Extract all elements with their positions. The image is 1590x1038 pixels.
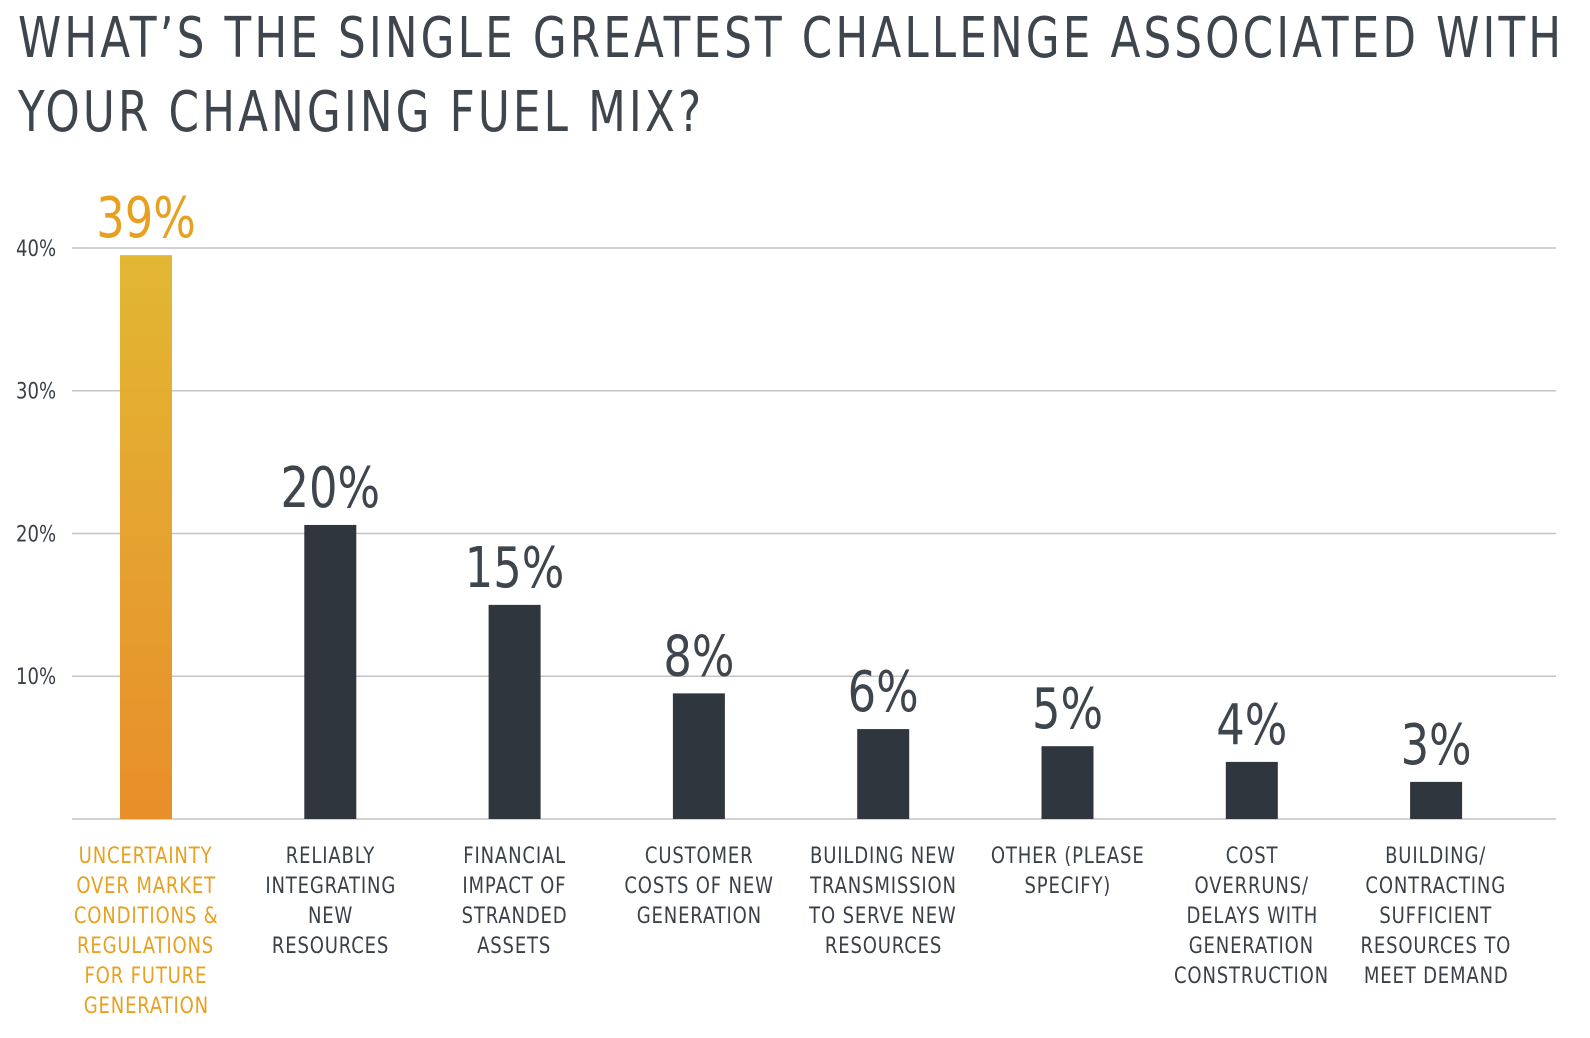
category-label-line: CUSTOMER <box>644 844 754 869</box>
category-label-line: RELIABLY <box>285 844 375 869</box>
value-label: 39% <box>96 185 196 250</box>
bar <box>304 524 357 819</box>
bar <box>120 255 172 819</box>
value-label: 3% <box>1401 712 1472 777</box>
category-label-line: SUFFICIENT <box>1379 904 1493 929</box>
category-label-line: REGULATIONS <box>77 934 215 959</box>
category-label: BUILDING NEW TRANSMISSION TO SERVE NEW RESO… <box>788 842 978 962</box>
category-label-line: GENERATION <box>1189 934 1315 959</box>
value-label: 15% <box>465 535 565 600</box>
bar <box>672 693 725 819</box>
category-label-line: OVERRUNS/ <box>1194 874 1309 899</box>
bars <box>120 255 1463 819</box>
category-label-line: TRANSMISSION <box>809 874 957 899</box>
category-label-line: CONDITIONS & <box>73 904 219 929</box>
value-label: 4% <box>1216 692 1287 757</box>
category-label-line: IMPACT OF <box>462 874 567 899</box>
value-label: 5% <box>1032 676 1103 741</box>
category-label-line: NEW <box>307 904 353 929</box>
bar <box>1225 761 1278 819</box>
category-label: OTHER (PLEASE SPECIFY) <box>973 842 1163 902</box>
category-label-line: GENERATION <box>636 904 762 929</box>
y-tick-label: 30% <box>16 378 56 404</box>
category-label-line: UNCERTAINTY <box>79 844 213 869</box>
category-label-line: SPECIFY) <box>1024 874 1111 899</box>
category-label-line: MEET DEMAND <box>1363 964 1509 989</box>
category-label-line: STRANDED <box>461 904 568 929</box>
chart-title-line-2: YOUR CHANGING FUEL MIX? <box>18 80 705 145</box>
category-label-line: RESOURCES TO <box>1360 934 1512 959</box>
y-tick-label: 40% <box>16 235 56 261</box>
category-label-line: FINANCIAL <box>463 844 566 869</box>
value-labels: 39% 20% 15% 8% 6% 5% 4% 3% <box>96 185 1471 777</box>
category-label-line: COST <box>1225 844 1279 869</box>
gridlines <box>72 247 1556 820</box>
category-label-line: COSTS OF NEW <box>624 874 774 899</box>
category-label-line: OTHER (PLEASE <box>990 844 1145 869</box>
category-label: CUSTOMER COSTS OF NEW GENERATION <box>604 842 794 932</box>
category-label: COST OVERRUNS/DELAYS WITH GENERATION CONSTR… <box>1157 842 1347 992</box>
category-label-line: BUILDING/ <box>1385 844 1487 869</box>
category-label-line: ASSETS <box>477 934 552 959</box>
value-label: 8% <box>663 623 734 688</box>
value-label: 6% <box>848 659 919 724</box>
category-label-line: CONSTRUCTION <box>1174 964 1330 989</box>
y-tick-label: 20% <box>16 521 56 547</box>
y-tick-label: 10% <box>16 663 56 689</box>
category-label-line: FOR FUTURE <box>84 964 208 989</box>
category-label-line: RESOURCES <box>271 934 389 959</box>
category-label-line: RESOURCES <box>824 934 942 959</box>
category-label: BUILDING/CONTRACTING SUFFICIENT RESOURCES … <box>1341 842 1531 992</box>
bar <box>488 604 541 819</box>
category-label-line: CONTRACTING <box>1365 874 1507 899</box>
category-label-line: GENERATION <box>83 994 209 1019</box>
value-label: 20% <box>281 455 381 520</box>
bar <box>1041 746 1094 819</box>
category-label-line: INTEGRATING <box>264 874 396 899</box>
category-label: UNCERTAINTY OVER MARKET CONDITIONS & REGULA… <box>51 842 241 1022</box>
category-label-line: BUILDING NEW <box>810 844 957 869</box>
category-label-line: OVER MARKET <box>76 874 216 899</box>
bar <box>1410 781 1463 819</box>
bar <box>857 729 910 819</box>
category-label-line: DELAYS WITH <box>1185 904 1318 929</box>
category-label: RELIABLY INTEGRATING NEW RESOURCES <box>235 842 425 962</box>
category-label-line: TO SERVE NEW <box>809 904 957 929</box>
y-axis-ticks: 10% 20% 30% 40% <box>16 235 56 689</box>
category-label: FINANCIAL IMPACT OF STRANDED ASSETS <box>420 842 610 962</box>
